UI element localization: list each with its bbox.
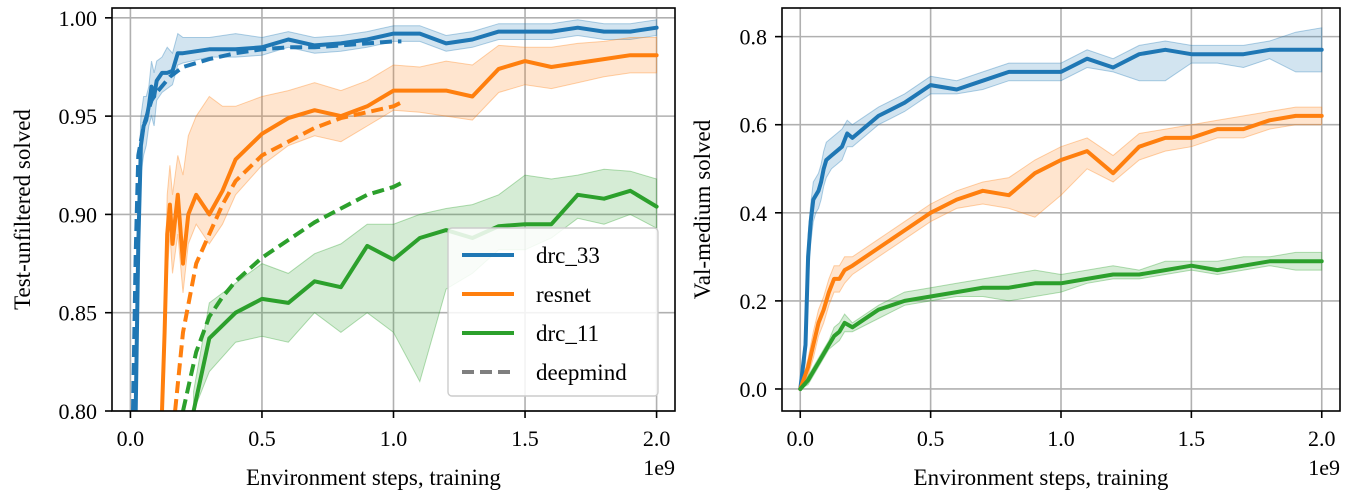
x-tick-label: 0.5 xyxy=(917,426,945,451)
y-axis-label: Test-unfiltered solved xyxy=(10,109,35,310)
series-line-drc-33-deepmind- xyxy=(131,39,402,411)
legend-label: deepmind xyxy=(536,360,627,385)
series-line-drc-11 xyxy=(798,259,1324,391)
y-axis-label: Val-medium solved xyxy=(690,119,715,299)
y-tick-label: 0.4 xyxy=(740,201,768,226)
series-line-drc-33 xyxy=(798,47,1324,391)
gridlines xyxy=(782,8,1340,411)
x-axis-label: Environment steps, training xyxy=(246,465,501,490)
x-axis-label: Environment steps, training xyxy=(914,465,1169,490)
x-tick-label: 1.5 xyxy=(511,426,539,451)
y-tick-label: 0.2 xyxy=(740,289,768,314)
chart-1: 0.0 0.5 1.0 1.5 2.0 0.80 0.85 0.90 0.95 1.00 Envir… xyxy=(10,6,676,490)
legend-label: drc_33 xyxy=(536,243,600,268)
plot-area xyxy=(798,27,1324,391)
y-tick-label: 0.90 xyxy=(59,202,98,227)
series-line-resnet xyxy=(798,113,1324,391)
series-line-drc-11 xyxy=(191,188,659,411)
x-axis-multiplier: 1e9 xyxy=(1308,455,1340,480)
x-tick-label: 2.0 xyxy=(643,426,671,451)
y-tick-label: 0.95 xyxy=(59,104,98,129)
series-line-drc-11-deepmind- xyxy=(181,181,403,411)
series-line-resnet-deepmind- xyxy=(173,100,403,411)
band-resnet xyxy=(161,37,658,411)
legend-box xyxy=(447,227,659,397)
y-tick-label: 0.6 xyxy=(740,113,768,138)
y-tick-label: 0.80 xyxy=(59,399,98,424)
y-tick-label: 0.8 xyxy=(740,25,768,50)
legend-label: resnet xyxy=(536,282,592,307)
x-tick-label: 1.5 xyxy=(1178,426,1206,451)
y-tick-label: 0.0 xyxy=(740,377,768,402)
x-tick-label: 2.0 xyxy=(1308,426,1336,451)
legend-label: drc_11 xyxy=(536,321,599,346)
x-tick-label: 0.5 xyxy=(248,426,276,451)
x-tick-label: 0.0 xyxy=(787,426,815,451)
x-tick-label: 1.0 xyxy=(380,426,408,451)
y-tick-label: 1.00 xyxy=(59,6,98,31)
band-drc-33 xyxy=(135,19,658,411)
x-tick-label: 0.0 xyxy=(117,426,145,451)
x-tick-label: 1.0 xyxy=(1047,426,1075,451)
x-axis-multiplier: 1e9 xyxy=(643,455,675,480)
y-tick-label: 0.85 xyxy=(59,301,98,326)
series-line-resnet xyxy=(160,53,659,411)
chart-2: 0.0 0.5 1.0 1.5 2.0 0.0 0.2 0.4 0.6 0.8 Environmen… xyxy=(690,7,1341,490)
